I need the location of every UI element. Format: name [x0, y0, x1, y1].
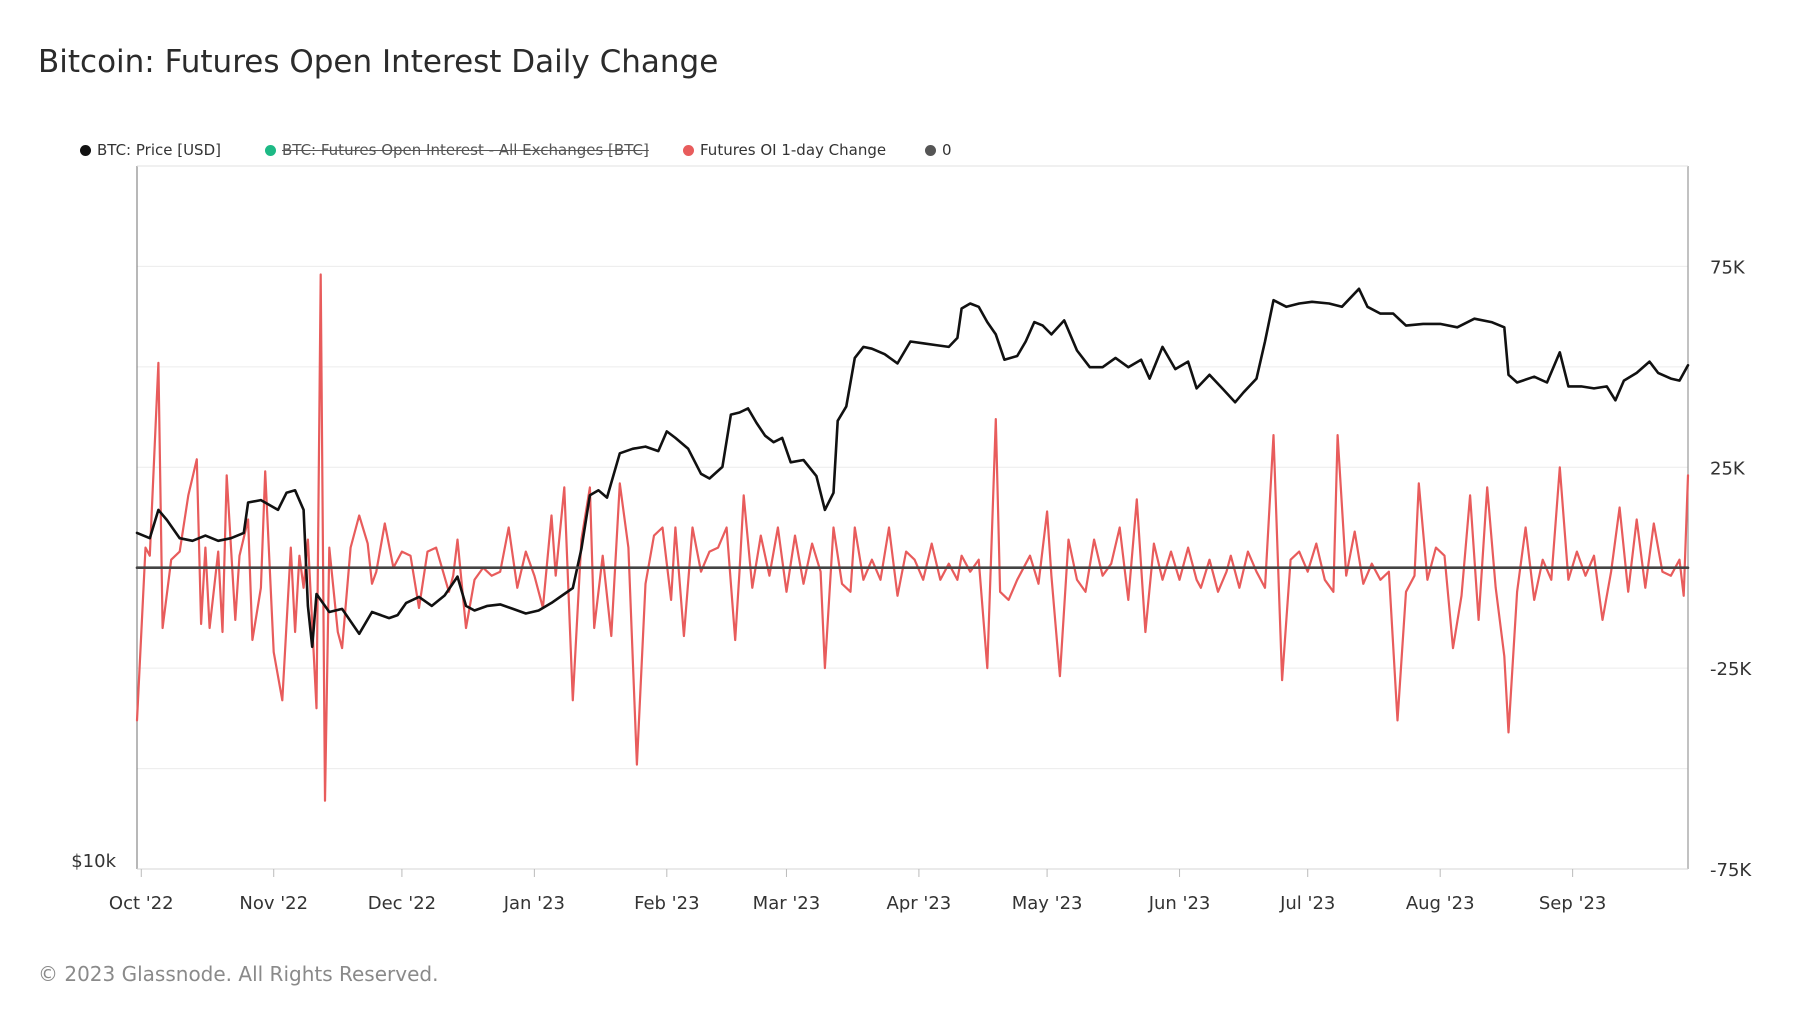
chart-title: Bitcoin: Futures Open Interest Daily Cha…	[38, 44, 719, 80]
legend-dot-icon	[925, 144, 936, 156]
legend-item-futures-open-interest[interactable]: BTC: Futures Open Interest - All Exchang…	[265, 141, 649, 159]
legend-item-oi-1-day-change[interactable]: Futures OI 1-day Change	[683, 141, 886, 159]
legend-label: BTC: Price [USD]	[97, 141, 221, 159]
x-tick-label: Jun '23	[1148, 893, 1211, 914]
legend-dot-icon	[80, 144, 91, 156]
series-line-futures-oi-1-day-change	[135, 273, 1690, 802]
right-axis-tick-label: 75K	[1710, 257, 1746, 278]
right-axis-tick-label: -25K	[1710, 659, 1752, 680]
x-tick-label: Sep '23	[1539, 893, 1607, 914]
x-tick-label: Aug '23	[1406, 893, 1475, 914]
legend-item-zero[interactable]: 0	[925, 141, 952, 159]
x-tick-label: Oct '22	[109, 893, 174, 914]
legend-dot-icon	[265, 144, 276, 156]
copyright-footer: © 2023 Glassnode. All Rights Reserved.	[38, 962, 439, 986]
right-axis-tick-label: 25K	[1710, 458, 1746, 479]
x-tick-label: May '23	[1012, 893, 1083, 914]
x-tick-label: Nov '22	[239, 893, 308, 914]
x-tick-label: Apr '23	[887, 893, 952, 914]
legend-label: 0	[942, 141, 952, 159]
x-tick-label: Jan '23	[503, 893, 565, 914]
x-tick-label: Feb '23	[634, 893, 699, 914]
legend-dot-icon	[683, 144, 694, 156]
axis-labels: Oct '22 Nov '22 Dec '22 Jan '23 Feb '23 Mar '…	[71, 257, 1752, 914]
series-line-btc-price-usd	[135, 287, 1690, 649]
x-tick-label: Jul '23	[1279, 893, 1335, 914]
right-axis-tick-label: -75K	[1710, 860, 1752, 881]
plot-frame	[136, 165, 1689, 877]
legend-item-btc-price[interactable]: BTC: Price [USD]	[80, 141, 221, 159]
series-layer	[135, 273, 1690, 802]
left-axis-tick-label: $10k	[71, 851, 116, 872]
x-tick-label: Mar '23	[753, 893, 821, 914]
x-tick-label: Dec '22	[368, 893, 436, 914]
legend-label: Futures OI 1-day Change	[700, 141, 887, 159]
legend-label: BTC: Futures Open Interest - All Exchang…	[282, 141, 649, 159]
